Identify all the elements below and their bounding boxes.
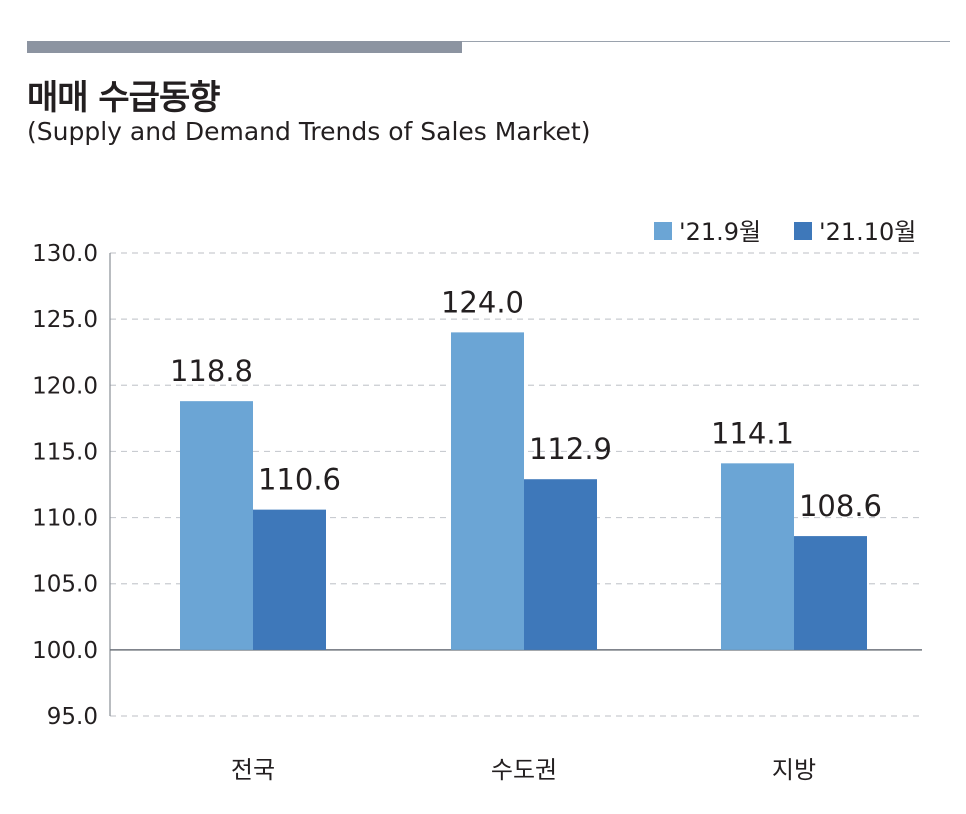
bar <box>180 401 253 650</box>
header-rule <box>462 41 950 42</box>
y-tick-labels: 130.0 125.0 120.0 115.0 110.0 105.0 100.0 95.0 <box>32 241 98 730</box>
legend: '21.9월 '21.10월 <box>654 218 916 246</box>
header-accent-bar <box>27 41 462 53</box>
y-tick-label: 110.0 <box>32 506 98 532</box>
legend-label: '21.9월 <box>679 218 761 246</box>
category-label: 수도권 <box>491 756 557 784</box>
data-label: 114.1 <box>711 416 794 450</box>
y-tick-label: 120.0 <box>32 373 98 399</box>
data-labels: 118.8 110.6 124.0 112.9 114.1 108.6 <box>170 285 882 523</box>
category-labels: 전국 수도권 지방 <box>231 756 816 784</box>
bar <box>794 536 867 650</box>
category-label: 전국 <box>231 756 275 784</box>
category-label: 지방 <box>772 756 816 784</box>
y-tick-label: 115.0 <box>32 439 98 465</box>
chart-subtitle: (Supply and Demand Trends of Sales Marke… <box>27 117 591 146</box>
y-tick-label: 125.0 <box>32 307 98 333</box>
y-tick-label: 130.0 <box>32 241 98 267</box>
legend-label: '21.10월 <box>819 218 916 246</box>
bar <box>721 463 794 650</box>
data-label: 124.0 <box>441 285 524 319</box>
data-label: 108.6 <box>799 489 882 523</box>
chart-title: 매매 수급동향 <box>27 78 221 118</box>
data-label: 110.6 <box>258 463 341 497</box>
data-label: 112.9 <box>529 432 612 466</box>
legend-swatch <box>794 222 812 240</box>
bar <box>451 332 524 650</box>
y-tick-label: 105.0 <box>32 572 98 598</box>
bar <box>524 479 597 650</box>
bars <box>180 332 867 650</box>
y-tick-label: 95.0 <box>47 704 98 730</box>
legend-swatch <box>654 222 672 240</box>
y-tick-label: 100.0 <box>32 638 98 664</box>
bar <box>253 509 326 650</box>
data-label: 118.8 <box>170 354 253 388</box>
